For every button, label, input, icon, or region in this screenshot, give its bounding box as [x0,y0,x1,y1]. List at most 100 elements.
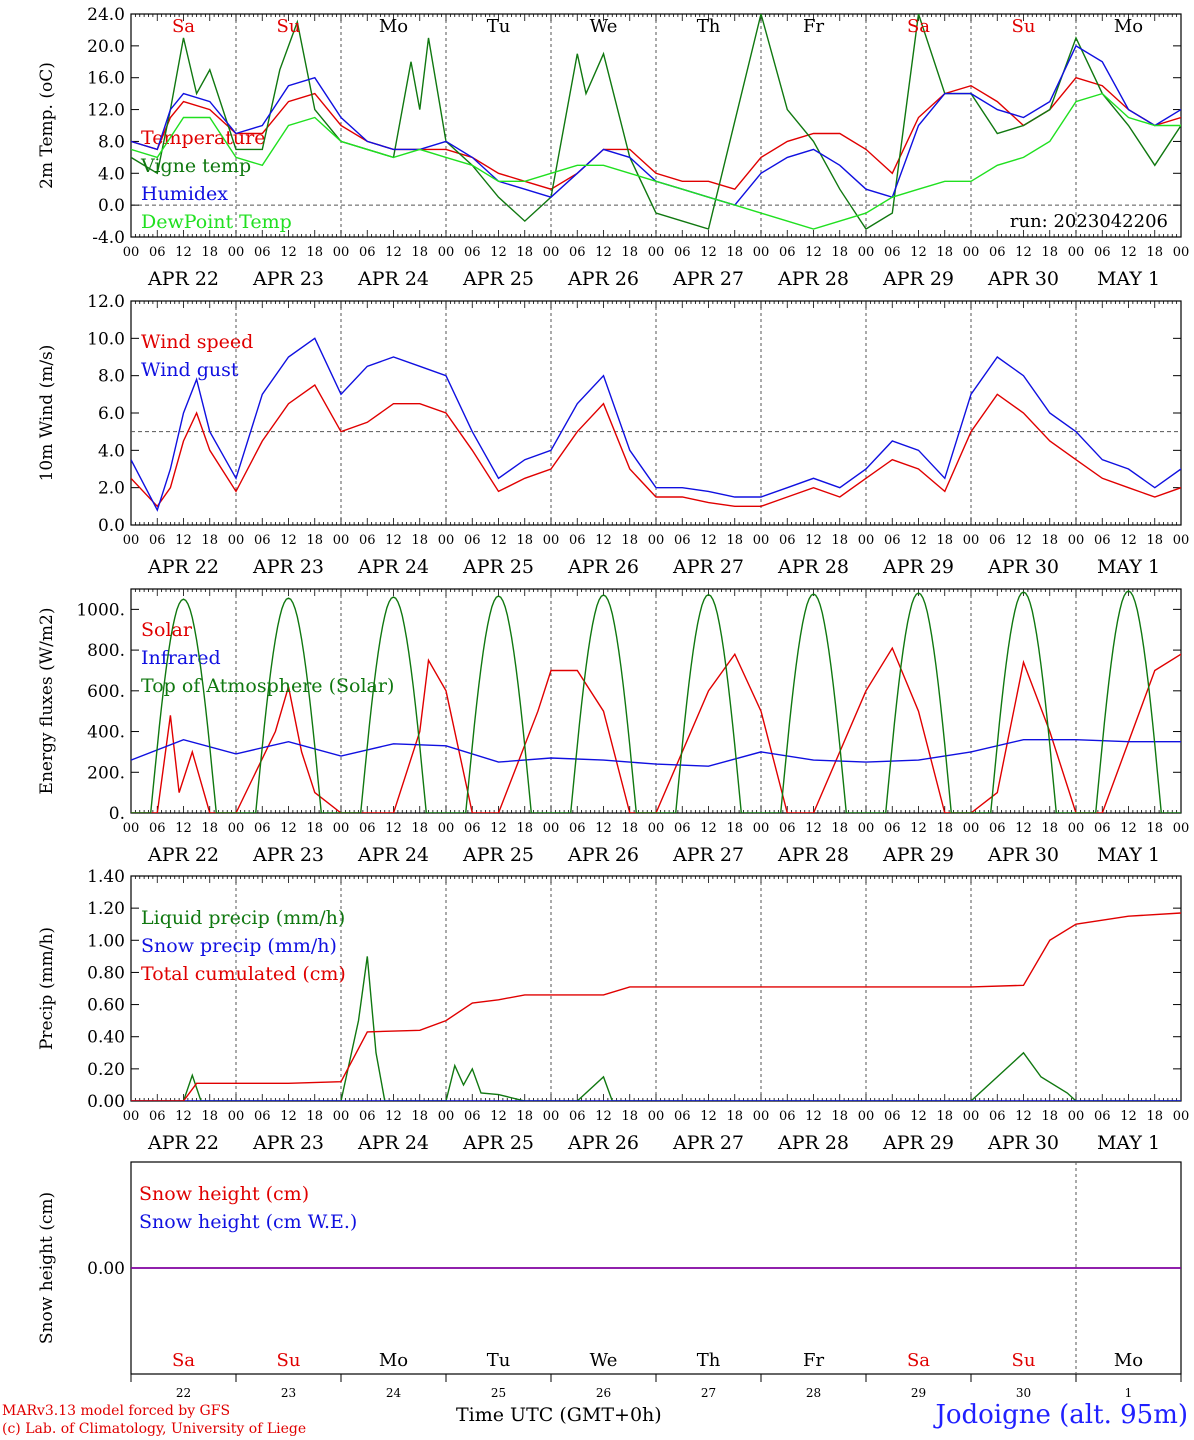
x-hour-label: 06 [254,533,271,548]
x-hour-label: 06 [884,533,901,548]
day-number-label: 22 [176,1386,191,1400]
x-hour-label: 12 [490,1109,507,1124]
x-hour-label: 00 [438,245,455,260]
x-hour-label: 00 [648,1109,665,1124]
x-date-label: APR 24 [357,268,429,290]
x-hour-label: 06 [359,1109,376,1124]
y-tick-label: 12.0 [87,292,125,312]
x-hour-label: 00 [123,821,140,836]
day-number-label: 29 [911,1386,926,1400]
series-line-1-3 [131,44,1181,206]
weekday-label: Sa [907,1350,930,1371]
y-tick-label: 0.00 [87,1092,125,1112]
legend-entry: Humidex [141,183,228,205]
x-hour-label: 06 [149,821,166,836]
x-date-label: APR 22 [147,268,219,290]
weekday-label: Mo [379,16,408,37]
x-hour-label: 00 [228,1109,245,1124]
x-hour-label: 18 [726,821,743,836]
x-hour-label: 06 [674,1109,691,1124]
x-hour-label: 06 [779,821,796,836]
x-hour-label: 18 [726,1109,743,1124]
series-line-1-4 [131,92,1181,230]
x-hour-label: 00 [1173,1109,1190,1124]
legend-entry: Wind speed [141,331,253,353]
x-hour-label: 00 [1068,245,1085,260]
y-tick-label: 10.0 [87,329,125,349]
x-hour-label: 12 [1015,821,1032,836]
day-number-label: 23 [281,1386,296,1400]
x-hour-label: 18 [516,1109,533,1124]
y-tick-label: 0. [109,804,125,824]
weekday-label: We [590,16,618,37]
x-hour-label: 00 [963,821,980,836]
x-hour-label: 06 [779,1109,796,1124]
day-number-label: 30 [1016,1386,1031,1400]
x-hour-label: 00 [858,245,875,260]
x-date-label: APR 25 [462,1132,534,1154]
x-date-label: APR 28 [777,556,849,578]
legend-entry: Vigne temp [140,155,251,177]
day-number-label: 26 [596,1386,611,1400]
x-hour-label: 18 [411,245,428,260]
x-hour-label: 00 [753,245,770,260]
y-tick-label: 16.0 [87,69,125,89]
x-hour-label: 18 [516,821,533,836]
x-hour-label: 12 [490,533,507,548]
y-tick-label: 20.0 [87,37,125,57]
x-hour-label: 12 [700,821,717,836]
x-hour-label: 06 [254,821,271,836]
weekday-label: Su [1012,16,1036,37]
x-hour-label: 12 [175,821,192,836]
legend-entry: Snow height (cm) [139,1183,309,1205]
weekday-label: Sa [172,1350,195,1371]
x-hour-label: 12 [490,821,507,836]
x-date-label: APR 29 [882,1132,954,1154]
x-hour-label: 00 [1068,1109,1085,1124]
y-tick-label: 0.40 [87,1028,125,1048]
x-date-label: APR 26 [567,556,639,578]
y-tick-label: 0.80 [87,963,125,983]
weekday-label: Tu [487,16,511,37]
x-hour-label: 00 [543,1109,560,1124]
x-date-label: APR 30 [987,268,1059,290]
x-hour-label: 06 [674,533,691,548]
x-hour-label: 06 [149,245,166,260]
y-axis-label: Precip (mm/h) [37,927,57,1050]
x-hour-label: 18 [1146,821,1163,836]
x-hour-label: 00 [963,533,980,548]
weekday-label: We [590,1350,618,1371]
x-hour-label: 06 [779,245,796,260]
x-hour-label: 12 [280,1109,297,1124]
x-hour-label: 06 [674,245,691,260]
x-hour-label: 12 [385,821,402,836]
x-hour-label: 00 [333,245,350,260]
x-date-label: APR 27 [672,556,744,578]
x-hour-label: 06 [1094,245,1111,260]
x-hour-label: 00 [1173,821,1190,836]
x-hour-label: 18 [831,821,848,836]
x-hour-label: 06 [254,245,271,260]
weekday-label: Sa [907,16,930,37]
x-hour-label: 06 [569,1109,586,1124]
x-hour-label: 06 [149,1109,166,1124]
x-hour-label: 00 [858,821,875,836]
x-date-label: APR 25 [462,268,534,290]
y-tick-label: 4.0 [98,164,125,184]
y-tick-label: 1000. [76,600,125,620]
x-hour-label: 18 [1146,533,1163,548]
day-number-label: 25 [491,1386,506,1400]
series-line-3-1 [131,646,1181,813]
x-hour-label: 12 [385,245,402,260]
x-hour-label: 18 [201,245,218,260]
x-hour-label: 18 [831,1109,848,1124]
x-hour-label: 00 [543,533,560,548]
series-line-1-2 [131,14,1181,230]
x-date-label: APR 23 [252,556,324,578]
weekday-label: Th [697,1350,721,1371]
x-hour-label: 06 [359,533,376,548]
x-hour-label: 00 [753,1109,770,1124]
series-line-3-2 [131,738,1181,767]
x-hour-label: 12 [1015,245,1032,260]
x-axis-title: Time UTC (GMT+0h) [456,1404,662,1426]
